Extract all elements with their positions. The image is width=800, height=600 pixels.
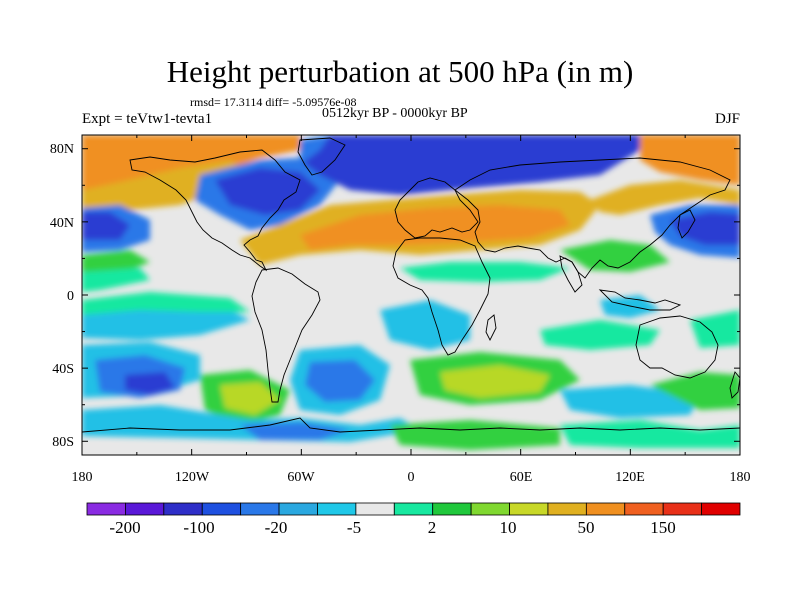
colorbar-swatch bbox=[240, 502, 280, 516]
colorbar-swatch bbox=[393, 502, 434, 516]
stats-line: rmsd= 17.3114 diff= -5.09576e-08 bbox=[190, 95, 357, 109]
coast-africa bbox=[392, 237, 491, 356]
lat-label-0: 0 bbox=[67, 289, 74, 304]
colorbar-swatch bbox=[509, 502, 549, 516]
height-field bbox=[82, 135, 740, 455]
colorbar-swatch bbox=[624, 502, 664, 516]
coast-antarctica bbox=[82, 417, 740, 433]
coast-south-america bbox=[251, 267, 321, 403]
colorbar-swatch bbox=[317, 502, 357, 516]
field-lightgreen-antarctic-east bbox=[560, 420, 740, 448]
colorbar-label-150: 150 bbox=[650, 518, 676, 537]
field-darkblue-north-america bbox=[215, 168, 320, 215]
field-bluemid-south-atlantic-lat bbox=[305, 360, 375, 402]
lon-label-180e: 180 bbox=[729, 470, 751, 485]
colorbar-swatch bbox=[278, 502, 318, 516]
field-green-australia-south bbox=[650, 372, 740, 410]
field-lightgreen-subtropics bbox=[82, 268, 150, 292]
field-yellow-east-asia bbox=[590, 180, 740, 215]
colorbar-label-minus-20: -20 bbox=[264, 518, 288, 537]
coast-madagascar bbox=[485, 314, 497, 342]
axis-ticks bbox=[81, 135, 741, 455]
season-label: DJF bbox=[714, 111, 740, 127]
colorbar-swatch bbox=[432, 502, 472, 516]
lon-label-60w: 60W bbox=[287, 470, 315, 485]
colorbar-label-minus-100: -100 bbox=[183, 518, 215, 537]
colorbar bbox=[86, 502, 741, 516]
lat-label-80n: 80N bbox=[49, 142, 74, 157]
coast-north-america bbox=[129, 149, 301, 272]
colorbar-swatch bbox=[163, 502, 203, 516]
coast-japan bbox=[677, 209, 696, 239]
lon-label-180w: 180 bbox=[71, 470, 93, 485]
field-blue-ring-eurasia bbox=[300, 135, 330, 165]
colorbar-swatch bbox=[547, 502, 587, 516]
field-cyan-south-atlantic bbox=[380, 300, 470, 350]
field-cyan-south-indian-east bbox=[560, 385, 700, 418]
field-darkblue-north-pacific-east bbox=[670, 212, 740, 245]
colorbar-label-2: 2 bbox=[427, 518, 437, 537]
field-orange-core-eurasia bbox=[300, 205, 570, 250]
colorbar-swatch bbox=[470, 502, 510, 516]
coast-australia bbox=[635, 315, 719, 379]
experiment-label: Expt = teVtw1-tevta1 bbox=[82, 111, 213, 127]
field-bluemid-antarctic-band bbox=[240, 422, 350, 440]
colorbar-swatch bbox=[86, 502, 126, 516]
colorbar-label-50: 50 bbox=[577, 518, 595, 537]
field-darkblue-north-pacific-west bbox=[82, 212, 130, 240]
field-lightgreen-west-pacific bbox=[690, 310, 740, 348]
lon-label-120e: 120E bbox=[615, 470, 645, 485]
lat-label-40s: 40S bbox=[52, 362, 74, 377]
field-yellowgreen-south-indian bbox=[440, 365, 550, 398]
coast-greenland bbox=[297, 137, 346, 176]
colorbar-label-minus-200: -200 bbox=[109, 518, 141, 537]
coastlines bbox=[82, 137, 740, 433]
colorbar-label-10: 10 bbox=[499, 518, 517, 537]
coast-europe bbox=[394, 177, 479, 239]
coast-asia bbox=[454, 157, 731, 279]
field-yellowgreen-south-pacific bbox=[220, 382, 280, 415]
colorbar-label-minus-5: -5 bbox=[346, 518, 362, 537]
colorbar-swatch bbox=[585, 502, 626, 516]
colorbar-swatch bbox=[701, 502, 741, 516]
field-green-subtropics bbox=[82, 250, 150, 272]
field-green-antarctic-east bbox=[390, 420, 560, 450]
colorbar-swatch bbox=[662, 502, 702, 516]
field-lightgreen-indian bbox=[540, 320, 660, 350]
colorbar-swatch bbox=[201, 502, 242, 516]
coast-indonesia bbox=[598, 289, 682, 311]
field-lightgreen-atlantic bbox=[400, 262, 570, 282]
lon-label-60e: 60E bbox=[509, 470, 533, 485]
field-lightgreen-tropical-pacific bbox=[82, 292, 250, 315]
period-label: 0512kyr BP - 0000kyr BP bbox=[322, 106, 468, 121]
field-darkblue-south-pacific bbox=[125, 372, 175, 395]
plot-title: Height perturbation at 500 hPa (in m) bbox=[166, 54, 634, 89]
colorbar-swatch bbox=[125, 502, 165, 516]
field-darkblue-eurasia bbox=[300, 135, 640, 195]
lat-label-80s: 80S bbox=[52, 435, 74, 450]
lon-label-120w: 120W bbox=[174, 470, 210, 485]
coast-new-zealand bbox=[729, 371, 740, 399]
colorbar-swatch bbox=[355, 502, 395, 516]
lat-label-40n: 40N bbox=[49, 216, 74, 231]
lon-label-0: 0 bbox=[407, 470, 415, 485]
field-green-asia-subtropics bbox=[560, 240, 670, 272]
coast-india bbox=[559, 255, 583, 293]
